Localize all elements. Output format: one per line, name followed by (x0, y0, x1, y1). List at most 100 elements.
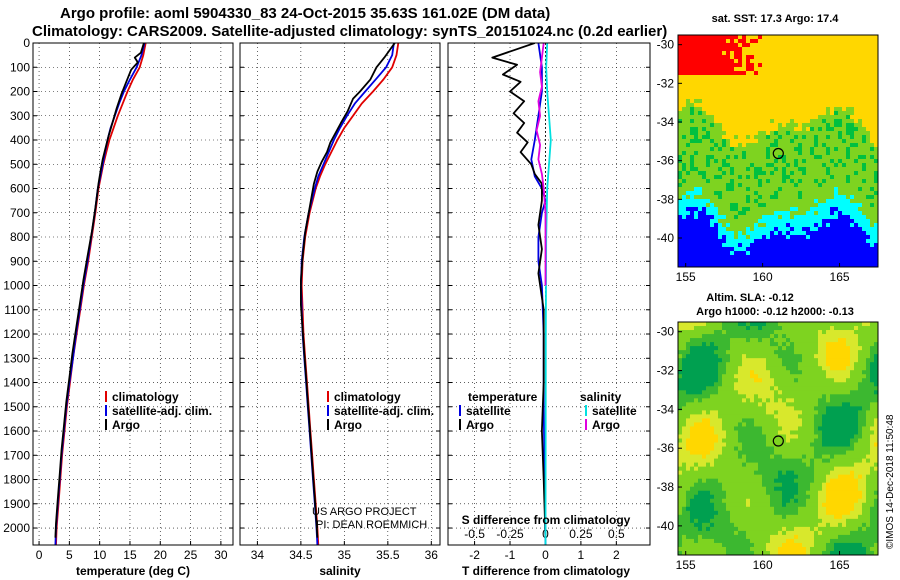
map-cell (758, 75, 763, 80)
map-cell (758, 111, 763, 116)
map-cell (794, 330, 799, 335)
map-cell (722, 422, 727, 427)
map-cell (862, 79, 867, 84)
map-cell (810, 43, 815, 48)
map-cell (786, 171, 791, 176)
map-cell (734, 67, 739, 72)
map-cell (742, 87, 747, 92)
map-cell (750, 223, 755, 228)
map-cell (690, 382, 695, 387)
map-cell (798, 39, 803, 44)
map-cell (858, 259, 863, 264)
map-cell (838, 95, 843, 100)
map-cell (782, 47, 787, 52)
map-cell (746, 75, 751, 80)
map-cell (698, 231, 703, 236)
map-cell (866, 175, 871, 180)
map-cell (794, 394, 799, 399)
map-cell (870, 243, 875, 248)
map-cell (710, 538, 715, 544)
map-cell (786, 79, 791, 84)
map-cell (762, 434, 767, 439)
legend-swatch-argo (327, 419, 329, 430)
map-cell (822, 175, 827, 180)
map-cell (818, 255, 823, 260)
map-cell (686, 131, 691, 136)
map-cell (678, 111, 683, 116)
map-cell (718, 434, 723, 439)
map-cell (778, 55, 783, 60)
map-cell (862, 203, 867, 208)
map-cell (702, 482, 707, 488)
map-cell (774, 486, 779, 492)
map-cell (738, 382, 743, 387)
depth-tick-label: 1800 (3, 473, 30, 487)
map-cell (774, 39, 779, 44)
map-cell (802, 191, 807, 196)
map-cell (730, 534, 735, 540)
map-cell (686, 215, 691, 220)
map-cell (802, 87, 807, 92)
map-cell (774, 518, 779, 524)
map-cell (706, 338, 711, 343)
map-cell (754, 219, 759, 224)
map-cell (702, 191, 707, 196)
map-cell (854, 255, 859, 260)
map-cell (730, 251, 735, 256)
map-cell (766, 123, 771, 128)
map-cell (726, 207, 731, 212)
map-cell (786, 354, 791, 359)
map-cell (770, 139, 775, 144)
map-cell (746, 227, 751, 232)
map-cell (730, 199, 735, 204)
map-cell (710, 522, 715, 528)
map-cell (742, 338, 747, 343)
map-cell (722, 195, 727, 200)
map-cell (734, 235, 739, 240)
map-cell (774, 498, 779, 504)
map-cell (774, 111, 779, 116)
map-cell (686, 490, 691, 496)
map-cell (762, 199, 767, 204)
map-cell (806, 47, 811, 52)
map-cell (710, 502, 715, 508)
map-cell (682, 171, 687, 176)
map-cell (734, 159, 739, 164)
map-cell (762, 522, 767, 528)
map-cell (722, 199, 727, 204)
map-cell (862, 99, 867, 104)
map-cell (794, 191, 799, 196)
map-cell (846, 103, 851, 108)
map-cell (706, 534, 711, 540)
map-cell (786, 203, 791, 208)
map-cell (678, 83, 683, 88)
map-cell (866, 259, 871, 264)
map-cell (742, 322, 747, 327)
map-cell (742, 215, 747, 220)
map-cell (754, 490, 759, 496)
map-cell (734, 370, 739, 375)
map-cell (726, 550, 731, 556)
map-cell (714, 410, 719, 415)
map-cell (794, 406, 799, 411)
map-cell (822, 111, 827, 116)
map-cell (830, 139, 835, 144)
map-cell (702, 506, 707, 512)
map-cell (734, 123, 739, 128)
map-cell (718, 378, 723, 383)
map-cell (786, 231, 791, 236)
map-cell (730, 378, 735, 383)
map-cell (750, 534, 755, 540)
map-cell (766, 470, 771, 476)
map-cell (678, 239, 683, 244)
map-cell (698, 187, 703, 192)
map-cell (806, 163, 811, 168)
map-cell (742, 486, 747, 492)
map-cell (730, 95, 735, 100)
map-cell (698, 87, 703, 92)
map-cell (762, 83, 767, 88)
map-cell (678, 378, 683, 383)
map-cell (702, 454, 707, 459)
map-cell (746, 330, 751, 335)
map-cell (778, 155, 783, 160)
